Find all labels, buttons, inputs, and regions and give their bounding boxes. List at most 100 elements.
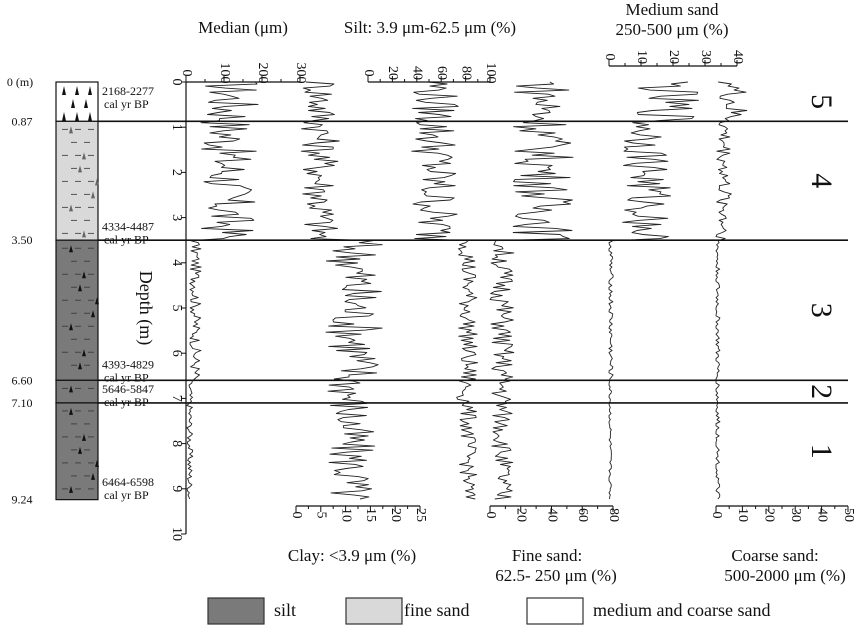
proxy-tick-label: 10 xyxy=(735,508,750,522)
coarse-sand-title-line1: Coarse sand: xyxy=(731,546,818,565)
grain-glyph xyxy=(95,178,99,186)
proxy-tick-label: 200 xyxy=(255,63,270,84)
proxy-tick-label: 20 xyxy=(666,50,681,64)
lithology-unit-2 xyxy=(55,120,99,241)
date-label: 2168-2277 xyxy=(102,84,154,98)
column-boundary-label: 6.60 xyxy=(12,373,33,387)
date-label: 4334-4487 xyxy=(102,219,154,233)
date-label-unit: cal yr BP xyxy=(104,488,149,502)
proxy-tick-label: 20 xyxy=(762,508,777,522)
depth-tick-label: 9 xyxy=(169,485,184,492)
coarse-sand-title-line2: 500-2000 μm (%) xyxy=(724,566,845,585)
grain-glyph xyxy=(82,433,86,441)
proxy-tick-label: 100 xyxy=(483,63,498,84)
proxy-tick-label: 20 xyxy=(385,66,400,80)
proxy-tick-label: 40 xyxy=(410,66,425,80)
depth-axis: 0 1 2 3 4 5 6 7 8 9 10 Depth (m) xyxy=(135,79,187,541)
grain-glyph xyxy=(95,297,99,305)
lithology-unit-3 xyxy=(55,239,99,381)
depth-tick-label: 6 xyxy=(169,350,184,357)
proxy-tick-label: 100 xyxy=(217,63,232,84)
proxy-tick-label: 30 xyxy=(788,508,803,522)
grain-glyph xyxy=(82,152,86,160)
fine-sand-title-line1: Fine sand: xyxy=(512,546,582,565)
grain-glyph xyxy=(69,485,73,493)
grain-glyph xyxy=(82,230,86,238)
grain-glyph xyxy=(69,407,73,415)
legend-label: fine sand xyxy=(404,600,469,620)
sand-grain-glyph xyxy=(71,99,75,108)
grain-glyph xyxy=(91,310,95,318)
proxy-tick-label: 10 xyxy=(338,508,353,522)
lithology-unit-5 xyxy=(55,402,99,501)
sand-grain-glyph xyxy=(75,86,79,95)
proxy-series-line xyxy=(489,81,574,500)
proxy-tick-label: 40 xyxy=(730,50,745,64)
grain-glyph xyxy=(82,271,86,279)
legend: silt fine sand medium and coarse sand xyxy=(207,597,770,625)
column-boundary-label: 9.24 xyxy=(12,493,33,507)
proxy-series-line xyxy=(186,81,259,500)
proxy-tick-label: 0 xyxy=(483,512,498,519)
grain-glyph xyxy=(78,362,82,370)
grain-glyph xyxy=(78,284,82,292)
grain-glyph xyxy=(91,191,95,199)
depth-tick-label: 3 xyxy=(169,214,184,221)
column-boundary-label: 7.10 xyxy=(12,396,33,410)
date-label: 4393-4829 xyxy=(102,357,154,371)
grain-glyph xyxy=(69,204,73,212)
proxy-tick-label: 30 xyxy=(698,50,713,64)
axis-titles: Median (μm) Silt: 3.9 μm-62.5 μm (%) Med… xyxy=(198,0,846,585)
sand-grain-glyph xyxy=(84,99,88,108)
legend-swatch xyxy=(207,597,265,625)
grain-glyph xyxy=(78,165,82,173)
legend-swatch xyxy=(345,597,403,625)
grain-glyph xyxy=(69,245,73,253)
zone-label: 2 xyxy=(805,384,838,399)
silt-axis-title: Silt: 3.9 μm-62.5 μm (%) xyxy=(344,18,516,37)
grain-glyph xyxy=(95,459,99,467)
zone-label: 1 xyxy=(805,444,838,459)
sand-grain-glyph xyxy=(88,112,92,121)
proxy-tick-label: 0 xyxy=(179,70,194,77)
proxy-series-line xyxy=(300,81,383,500)
proxy-tick-label: 15 xyxy=(363,508,378,522)
proxy-tick-label: 0 xyxy=(602,54,617,61)
grain-glyph xyxy=(69,126,73,134)
proxy-series-line xyxy=(411,81,479,500)
zone-label: 4 xyxy=(805,173,838,188)
proxy-tick-label: 0 xyxy=(709,512,724,519)
zone-label: 5 xyxy=(805,94,838,109)
grain-glyph xyxy=(91,472,95,480)
zone-label: 3 xyxy=(805,303,838,318)
depth-tick-label: 10 xyxy=(169,527,184,541)
proxy-tick-label: 25 xyxy=(413,508,428,522)
depth-tick-label: 1 xyxy=(169,124,184,131)
proxy-tick-label: 40 xyxy=(544,508,559,522)
legend-label: silt xyxy=(274,600,296,620)
depth-axis-title: Depth (m) xyxy=(135,271,156,345)
medium-sand-title-line1: Medium sand xyxy=(625,0,719,19)
legend-label: medium and coarse sand xyxy=(593,600,770,620)
date-label: 5646-5847 xyxy=(102,382,154,396)
grain-glyph xyxy=(82,349,86,357)
depth-tick-label: 2 xyxy=(169,169,184,176)
column-depth-label-top: 0 (m) xyxy=(7,75,33,89)
sand-grain-glyph xyxy=(62,112,66,121)
proxy-tick-label: 50 xyxy=(841,508,856,522)
lithology-unit-4 xyxy=(55,379,99,404)
medium-sand-title-line2: 250-500 μm (%) xyxy=(616,20,729,39)
proxy-tick-label: 10 xyxy=(634,50,649,64)
zone-lines: 5 4 3 2 1 xyxy=(98,94,848,459)
proxy-series-line xyxy=(715,81,748,500)
column-boundary-label: 0.87 xyxy=(12,114,33,128)
depth-tick-label: 4 xyxy=(169,259,184,266)
median-axis-title: Median (μm) xyxy=(198,18,288,37)
sand-grain-glyph xyxy=(88,86,92,95)
clay-axis-title: Clay: <3.9 μm (%) xyxy=(288,546,416,565)
grain-glyph xyxy=(78,446,82,454)
proxy-tick-label: 5 xyxy=(314,512,329,519)
sand-grain-glyph xyxy=(62,86,66,95)
